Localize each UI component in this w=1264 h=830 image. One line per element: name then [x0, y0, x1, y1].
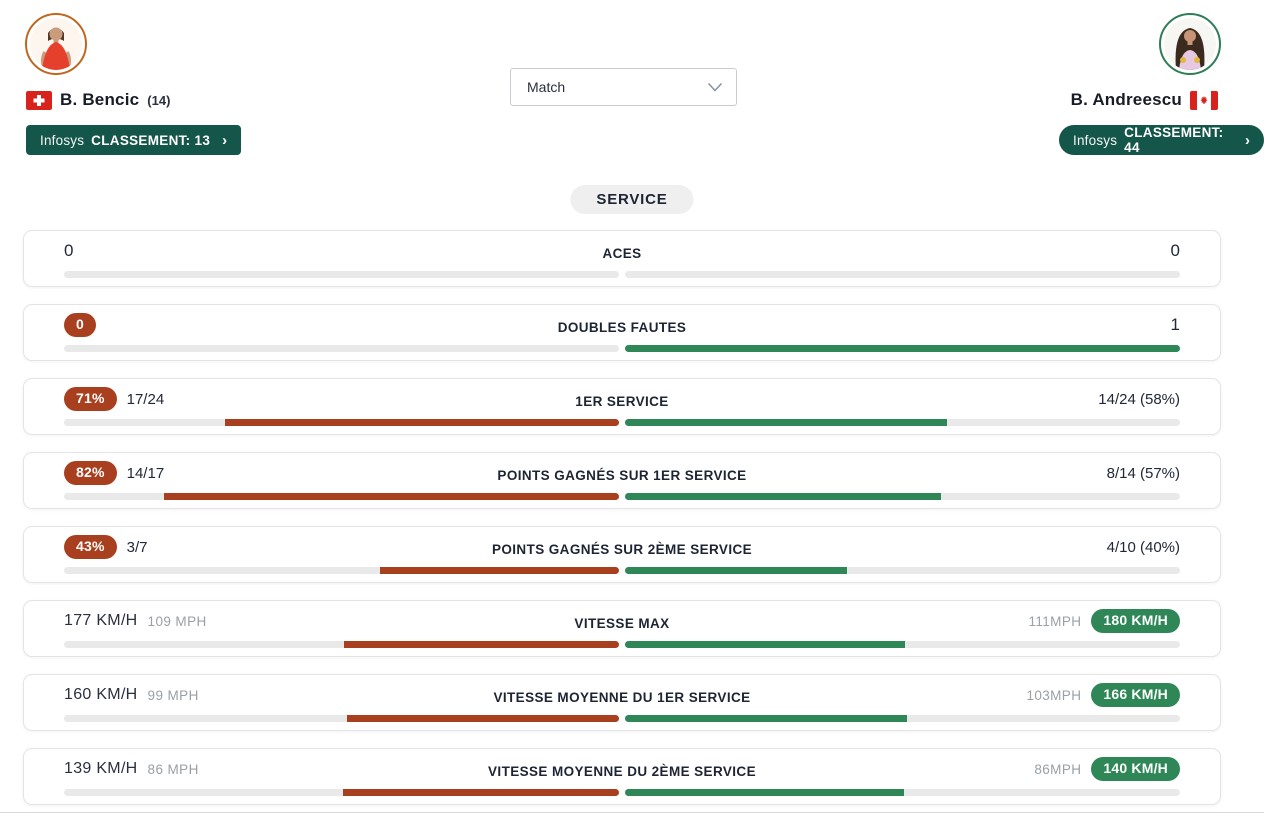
left-progress-fill [343, 641, 619, 648]
section-title-service: SERVICE [570, 185, 694, 214]
switzerland-flag-icon [26, 90, 52, 110]
player-right-avatar [1159, 13, 1221, 75]
right-speed-kmh-badge: 166 KM/H [1091, 683, 1180, 707]
right-progress-track [625, 345, 1180, 352]
stat-label: POINTS GAGNÉS SUR 2ÈME SERVICE [491, 542, 753, 557]
left-progress-fill [224, 419, 619, 426]
right-value: 0 [1170, 241, 1180, 260]
stat-label: DOUBLES FAUTES [557, 320, 687, 335]
right-progress-fill [625, 419, 947, 426]
left-speed-kmh: 160 KM/H [64, 686, 138, 703]
left-progress-track [64, 419, 619, 426]
chevron-down-icon [708, 82, 722, 92]
right-progress-fill [625, 493, 942, 500]
right-progress-track [625, 641, 1180, 648]
left-speed-kmh: 177 KM/H [64, 612, 138, 629]
infosys-logo: Infosys [1073, 132, 1118, 148]
right-progress-track [625, 715, 1180, 722]
stat-row-aces: 0 ACES 0 [23, 230, 1221, 287]
player-left-ranking-badge[interactable]: Infosys CLASSEMENT: 13 › [26, 125, 242, 155]
left-speed-mph: 109 MPH [147, 613, 207, 629]
match-dropdown[interactable]: Match [510, 68, 737, 106]
left-progress-fill [342, 789, 619, 796]
right-progress-track [625, 419, 1180, 426]
stat-label: 1ER SERVICE [575, 394, 669, 409]
right-value: 14/24 (58%) [1098, 390, 1180, 408]
left-progress-track [64, 493, 619, 500]
left-progress-track [64, 271, 619, 278]
canada-flag-icon [1190, 90, 1218, 110]
player-right-name-row: B. Andreescu [1071, 90, 1218, 110]
stat-row-second-serve-points-won: 43% 3/7 POINTS GAGNÉS SUR 2ÈME SERVICE 4… [23, 526, 1221, 583]
right-progress-fill [625, 641, 905, 648]
right-value: 4/10 (40%) [1106, 538, 1180, 556]
left-value: 0 [64, 241, 74, 260]
stat-rows: 0 ACES 0 0 DOUBLES FAUTES 1 71% 17/24 1E… [23, 230, 1221, 805]
match-dropdown-value: Match [527, 79, 566, 95]
left-progress-track [64, 641, 619, 648]
right-value: 1 [1170, 315, 1180, 334]
left-value-badge: 0 [64, 313, 96, 337]
right-progress-fill [625, 567, 847, 574]
left-speed-kmh: 139 KM/H [64, 760, 138, 777]
right-progress-track [625, 567, 1180, 574]
left-progress-fill [380, 567, 619, 574]
right-speed-mph: 86MPH [1034, 761, 1082, 777]
player-right-ranking-text: CLASSEMENT: 44 [1124, 125, 1224, 155]
left-progress-track [64, 345, 619, 352]
player-right-photo [1164, 18, 1216, 70]
stat-label: ACES [602, 246, 642, 261]
stat-label: POINTS GAGNÉS SUR 1ER SERVICE [497, 468, 747, 483]
stat-label: VITESSE MOYENNE DU 2ÈME SERVICE [488, 764, 756, 779]
stat-row-first-serve-points-won: 82% 14/17 POINTS GAGNÉS SUR 1ER SERVICE … [23, 452, 1221, 509]
left-fraction: 3/7 [126, 538, 148, 556]
player-left-seed: (14) [147, 92, 171, 108]
right-progress-fill [625, 789, 904, 796]
stat-row-max-speed: 177 KM/H 109 MPH VITESSE MAX 111MPH 180 … [23, 600, 1221, 657]
stat-row-avg-second-serve-speed: 139 KM/H 86 MPH VITESSE MOYENNE DU 2ÈME … [23, 748, 1221, 805]
right-speed-kmh-badge: 140 KM/H [1091, 757, 1180, 781]
left-fraction: 17/24 [126, 390, 165, 408]
stat-row-first-serve: 71% 17/24 1ER SERVICE 14/24 (58%) [23, 378, 1221, 435]
right-progress-fill [625, 345, 1180, 352]
right-progress-track [625, 789, 1180, 796]
stat-label: VITESSE MAX [574, 616, 670, 631]
left-progress-track [64, 789, 619, 796]
left-progress-fill [346, 715, 619, 722]
player-left-name: B. Bencic [60, 90, 140, 109]
left-fraction: 14/17 [126, 464, 165, 482]
left-progress-track [64, 715, 619, 722]
infosys-logo: Infosys [40, 132, 85, 148]
left-percentage-badge: 82% [64, 461, 117, 485]
player-left-name-row: B. Bencic (14) [26, 90, 170, 110]
chevron-right-icon: › [1245, 131, 1250, 149]
right-progress-track [625, 493, 1180, 500]
stat-row-double-faults: 0 DOUBLES FAUTES 1 [23, 304, 1221, 361]
player-left-avatar [25, 13, 87, 75]
right-progress-track [625, 271, 1180, 278]
player-left-ranking-text: CLASSEMENT: 13 [91, 132, 211, 148]
right-speed-mph: 103MPH [1026, 687, 1082, 703]
left-progress-track [64, 567, 619, 574]
player-right-name: B. Andreescu [1070, 90, 1182, 109]
stat-label: VITESSE MOYENNE DU 1ER SERVICE [493, 690, 751, 705]
right-progress-fill [625, 715, 908, 722]
right-speed-kmh-badge: 180 KM/H [1091, 609, 1180, 633]
player-right-ranking-badge[interactable]: Infosys CLASSEMENT: 44 › [1059, 125, 1264, 155]
left-percentage-badge: 43% [64, 535, 117, 559]
page-bottom-divider [0, 812, 1264, 813]
right-speed-mph: 111MPH [1028, 613, 1082, 629]
chevron-right-icon: › [222, 131, 228, 149]
left-progress-fill [163, 493, 619, 500]
stat-row-avg-first-serve-speed: 160 KM/H 99 MPH VITESSE MOYENNE DU 1ER S… [23, 674, 1221, 731]
player-left-photo [30, 18, 82, 70]
left-speed-mph: 86 MPH [147, 761, 199, 777]
left-percentage-badge: 71% [64, 387, 117, 411]
right-value: 8/14 (57%) [1106, 464, 1180, 482]
left-speed-mph: 99 MPH [147, 687, 199, 703]
